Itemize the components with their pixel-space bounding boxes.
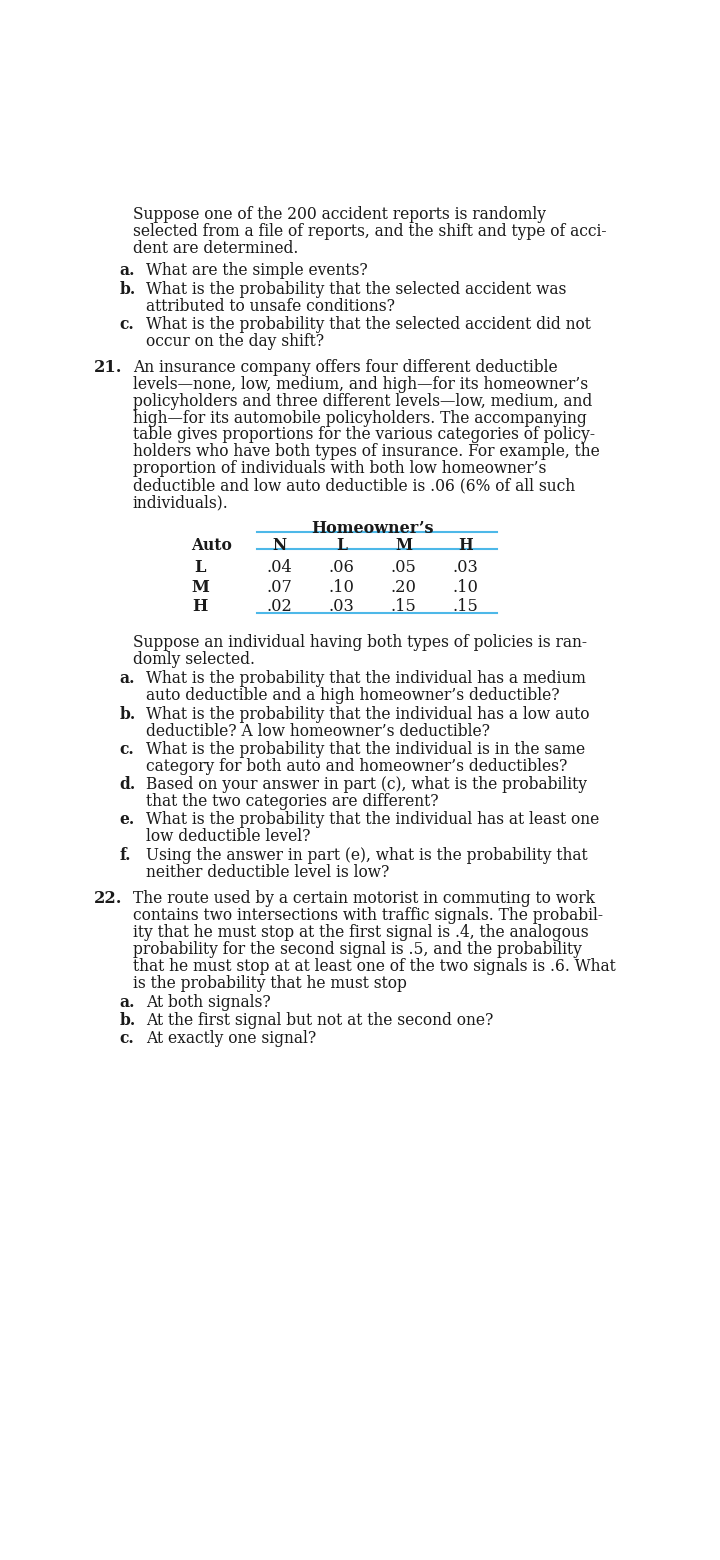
Text: d.: d. [120,777,135,792]
Text: a.: a. [120,994,135,1011]
Text: levels—none, low, medium, and high—for its homeowner’s: levels—none, low, medium, and high—for i… [132,376,588,393]
Text: H: H [192,599,208,615]
Text: contains two intersections with traffic signals. The probabil-: contains two intersections with traffic … [132,906,603,924]
Text: M: M [191,579,209,596]
Text: c.: c. [120,741,134,758]
Text: f.: f. [120,847,131,864]
Text: is the probability that he must stop: is the probability that he must stop [132,975,407,992]
Text: Suppose an individual having both types of policies is ran-: Suppose an individual having both types … [132,635,587,651]
Text: policyholders and three different levels—low, medium, and: policyholders and three different levels… [132,393,592,410]
Text: 22.: 22. [94,891,122,906]
Text: b.: b. [120,281,135,298]
Text: .03: .03 [329,599,355,615]
Text: Homeowner’s: Homeowner’s [312,521,434,537]
Text: L: L [336,537,347,554]
Text: proportion of individuals with both low homeowner’s: proportion of individuals with both low … [132,460,546,477]
Text: Auto: Auto [191,537,232,554]
Text: category for both auto and homeowner’s deductibles?: category for both auto and homeowner’s d… [145,758,567,775]
Text: a.: a. [120,262,135,279]
Text: .03: .03 [453,560,479,576]
Text: auto deductible and a high homeowner’s deductible?: auto deductible and a high homeowner’s d… [145,688,559,705]
Text: b.: b. [120,1012,135,1030]
Text: that the two categories are different?: that the two categories are different? [145,792,438,810]
Text: What is the probability that the individual has a low auto: What is the probability that the individ… [145,705,589,722]
Text: neither deductible level is low?: neither deductible level is low? [145,864,390,881]
Text: What is the probability that the selected accident did not: What is the probability that the selecte… [145,317,590,334]
Text: that he must stop at at least one of the two signals is .6. What: that he must stop at at least one of the… [132,958,616,975]
Text: 21.: 21. [94,359,122,376]
Text: holders who have both types of insurance. For example, the: holders who have both types of insurance… [132,443,599,460]
Text: Suppose one of the 200 accident reports is randomly: Suppose one of the 200 accident reports … [132,206,546,223]
Text: The route used by a certain motorist in commuting to work: The route used by a certain motorist in … [132,891,595,906]
Text: At exactly one signal?: At exactly one signal? [145,1030,316,1047]
Text: .06: .06 [329,560,355,576]
Text: selected from a file of reports, and the shift and type of acci-: selected from a file of reports, and the… [132,223,606,240]
Text: At both signals?: At both signals? [145,994,271,1011]
Text: table gives proportions for the various categories of policy-: table gives proportions for the various … [132,426,595,443]
Text: deductible and low auto deductible is .06 (6% of all such: deductible and low auto deductible is .0… [132,477,575,495]
Text: What is the probability that the individual is in the same: What is the probability that the individ… [145,741,585,758]
Text: c.: c. [120,317,134,334]
Text: deductible? A low homeowner’s deductible?: deductible? A low homeowner’s deductible… [145,722,490,739]
Text: high—for its automobile policyholders. The accompanying: high—for its automobile policyholders. T… [132,410,586,426]
Text: .07: .07 [267,579,293,596]
Text: Based on your answer in part (c), what is the probability: Based on your answer in part (c), what i… [145,777,587,792]
Text: .10: .10 [329,579,355,596]
Text: ity that he must stop at the first signal is .4, the analogous: ity that he must stop at the first signa… [132,924,588,941]
Text: domly selected.: domly selected. [132,651,255,668]
Text: .05: .05 [391,560,417,576]
Text: a.: a. [120,671,135,688]
Text: .15: .15 [391,599,417,615]
Text: What is the probability that the individual has at least one: What is the probability that the individ… [145,811,599,828]
Text: H: H [459,537,473,554]
Text: What is the probability that the individual has a medium: What is the probability that the individ… [145,671,585,688]
Text: occur on the day shift?: occur on the day shift? [145,334,324,349]
Text: attributed to unsafe conditions?: attributed to unsafe conditions? [145,298,395,315]
Text: dent are determined.: dent are determined. [132,240,298,257]
Text: Using the answer in part (e), what is the probability that: Using the answer in part (e), what is th… [145,847,588,864]
Text: What is the probability that the selected accident was: What is the probability that the selecte… [145,281,566,298]
Text: individuals).: individuals). [132,495,228,512]
Text: low deductible level?: low deductible level? [145,828,310,846]
Text: M: M [395,537,413,554]
Text: .15: .15 [453,599,479,615]
Text: .04: .04 [267,560,293,576]
Text: .02: .02 [267,599,293,615]
Text: .20: .20 [391,579,417,596]
Text: .10: .10 [453,579,479,596]
Text: c.: c. [120,1030,134,1047]
Text: What are the simple events?: What are the simple events? [145,262,367,279]
Text: At the first signal but not at the second one?: At the first signal but not at the secon… [145,1012,493,1030]
Text: N: N [273,537,287,554]
Text: L: L [194,560,206,576]
Text: e.: e. [120,811,135,828]
Text: probability for the second signal is .5, and the probability: probability for the second signal is .5,… [132,941,582,958]
Text: b.: b. [120,705,135,722]
Text: An insurance company offers four different deductible: An insurance company offers four differe… [132,359,557,376]
